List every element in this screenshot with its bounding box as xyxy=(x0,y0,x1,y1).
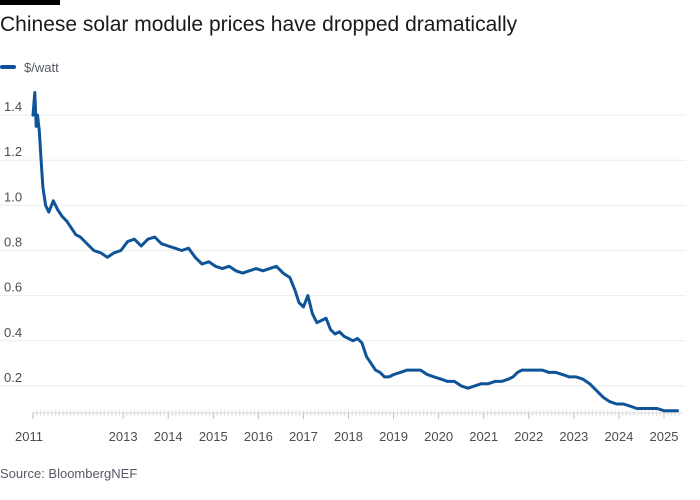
x-tick-label: 2011 xyxy=(15,429,43,444)
x-tick-label: 2022 xyxy=(514,429,543,444)
legend: $/watt xyxy=(0,58,59,76)
legend-swatch xyxy=(0,65,16,69)
y-tick-label: 0.6 xyxy=(4,280,22,295)
grid-layer xyxy=(0,114,686,387)
y-tick-label: 0.8 xyxy=(4,235,22,250)
x-tick-label: 2018 xyxy=(334,429,363,444)
y-tick-label: 1.2 xyxy=(4,144,22,159)
x-tick-label: 2017 xyxy=(289,429,318,444)
y-tick-label: 1.4 xyxy=(4,99,22,114)
x-tick-label: 2014 xyxy=(154,429,183,444)
x-tick-label: 2019 xyxy=(379,429,408,444)
y-tick-label: 1.0 xyxy=(4,189,22,204)
legend-label: $/watt xyxy=(24,59,59,75)
x-tick-label: 2016 xyxy=(244,429,273,444)
series-layer xyxy=(31,91,679,413)
x-tick-label: 2025 xyxy=(650,429,679,444)
y-tick-label: 0.2 xyxy=(4,370,22,385)
x-tick-label: 2023 xyxy=(559,429,588,444)
brand-accent-bar xyxy=(0,0,60,5)
x-tick-label: 2021 xyxy=(469,429,498,444)
x-axis: 2011 2013 2014 2015 2016 2017 2018 2019 2020 2021… xyxy=(15,410,682,444)
x-tick-label: 2024 xyxy=(604,429,633,444)
source-note: Source: BloombergNEF xyxy=(0,466,138,481)
y-axis: 0.2 0.4 0.6 0.8 1.0 1.2 1.4 xyxy=(4,99,22,385)
chart-title: Chinese solar module prices have dropped… xyxy=(0,13,518,36)
x-tick-label: 2020 xyxy=(424,429,453,444)
x-tick-label: 2015 xyxy=(199,429,228,444)
y-tick-label: 0.4 xyxy=(4,325,22,340)
x-tick-label: 2013 xyxy=(109,429,138,444)
series-line-0 xyxy=(31,91,679,413)
